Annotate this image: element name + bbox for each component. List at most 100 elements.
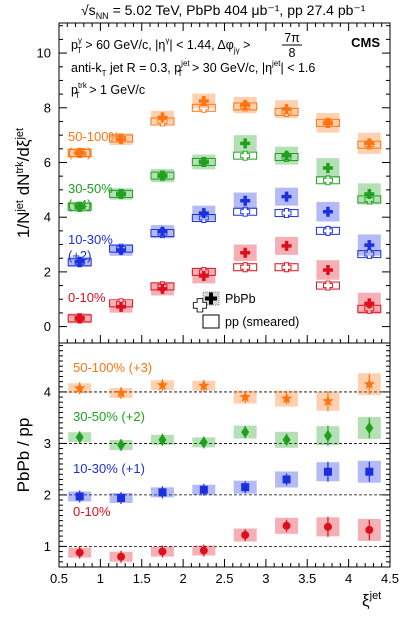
ratio-marker: [282, 433, 291, 446]
legend-pp-label: pp (smeared): [225, 315, 299, 329]
ratio-marker: [365, 525, 374, 534]
ratio-marker: [158, 433, 167, 446]
ratio-marker: [323, 522, 332, 531]
top-series-label: 30-50%: [68, 181, 113, 196]
bottom-panel-frame: [58, 342, 391, 568]
pp-marker: [322, 280, 333, 291]
bottom-y-tick-label: 4: [44, 384, 51, 399]
ratio-marker: [323, 429, 332, 442]
bottom-series-label: 30-50% (+2): [73, 409, 145, 424]
ratio-marker: [158, 547, 167, 556]
x-tick-label: 2: [180, 571, 187, 586]
pbpb-marker: [157, 112, 168, 123]
ratio-marker: [199, 436, 208, 449]
pp-marker: [364, 303, 375, 314]
ratio-marker: [115, 386, 127, 398]
x-axis-title: ξjet: [362, 590, 381, 610]
pbpb-marker: [116, 245, 127, 256]
pbpb-marker: [364, 188, 375, 199]
pbpb-marker: [240, 195, 251, 206]
x-tick-label: 0.5: [50, 571, 68, 586]
pbpb-marker: [240, 100, 251, 111]
legend-pbpb-marker: [205, 292, 217, 305]
photon-cut-frac-num: 7π: [284, 31, 300, 45]
photon-cut-frac-den: 8: [289, 46, 296, 60]
pp-marker: [281, 262, 292, 273]
ratio-marker: [322, 395, 334, 407]
ratio-marker: [241, 531, 250, 540]
ratio-marker: [117, 438, 126, 451]
bottom-y-tick-label: 3: [44, 436, 51, 451]
pbpb-marker: [240, 247, 251, 258]
top-series-label: 10-30%: [68, 232, 113, 247]
pbpb-marker: [240, 138, 251, 149]
legend: PbPb pp (smeared): [192, 291, 299, 329]
track-cut-text: ptrk T > 1 GeV/c: [71, 81, 145, 100]
top-y-tick-label: 10: [37, 46, 51, 61]
ratio-marker: [282, 475, 291, 484]
pp-marker: [322, 175, 333, 186]
ratio-marker: [365, 467, 374, 476]
ratio-marker: [117, 493, 126, 502]
bottom-y-axis-title: PbPb / pp: [14, 418, 33, 493]
pp-marker: [240, 150, 251, 161]
ratio-marker: [199, 546, 208, 555]
x-tick-label: 3.5: [298, 571, 316, 586]
bottom-series-label: 0-10%: [73, 504, 111, 519]
pbpb-marker: [322, 162, 333, 173]
ratio-marker: [75, 431, 84, 444]
x-tick-label: 2.5: [215, 571, 233, 586]
ratio-marker: [156, 379, 169, 391]
pbpb-marker: [281, 240, 292, 251]
top-series-offset: (+6): [68, 145, 91, 160]
pp-marker: [364, 249, 375, 260]
ratio-marker: [75, 492, 84, 501]
top-y-tick-label: 8: [44, 100, 51, 115]
legend-pp-marker: [192, 298, 208, 313]
top-series-offset: (+2): [68, 248, 91, 263]
top-y-tick-label: 2: [44, 264, 51, 279]
top-panel-data: [67, 93, 382, 324]
pp-marker: [281, 208, 292, 219]
bottom-y-tick-label: 2: [44, 487, 51, 502]
pbpb-marker: [364, 240, 375, 251]
pbpb-marker: [157, 170, 168, 181]
pbpb-marker: [281, 104, 292, 115]
ratio-marker: [363, 378, 376, 390]
bottom-y-tick-label: 1: [44, 539, 51, 554]
ratio-marker: [241, 426, 250, 439]
pbpb-marker: [116, 301, 127, 312]
ratio-marker: [198, 379, 210, 391]
pbpb-marker: [322, 206, 333, 217]
x-tick-label: 1: [97, 571, 104, 586]
ratio-marker: [158, 488, 167, 497]
pbpb-marker: [281, 150, 292, 161]
ratio-marker: [280, 392, 293, 404]
pp-marker: [322, 225, 333, 236]
pbpb-marker: [116, 188, 127, 199]
pbpb-marker: [116, 134, 127, 145]
top-y-tick-label: 4: [44, 210, 51, 225]
legend-pp-swatch: [202, 314, 220, 329]
bottom-panel-data: [68, 373, 381, 563]
series-labels: 0-10% 10-30%(+2) 30-50%(+4) 50-100%(+6) 0-10…: [68, 129, 152, 519]
pbpb-marker: [198, 156, 209, 167]
pbpb-marker: [74, 201, 85, 212]
jet-cut-text: anti-kT jet R = 0.3, pjet T > 30 GeV/c, |…: [71, 59, 315, 78]
pbpb-marker: [198, 208, 209, 219]
pbpb-marker: [74, 147, 85, 158]
x-tick-label: 1.5: [133, 571, 151, 586]
ratio-marker: [117, 552, 126, 561]
pp-marker: [198, 102, 209, 113]
bottom-series-label: 50-100% (+3): [73, 360, 152, 375]
pbpb-marker: [74, 256, 85, 267]
pbpb-marker: [364, 138, 375, 149]
photon-cut-text: pγ T > 60 GeV/c, |ηγ| < 1.44, Δφjγ >: [71, 36, 250, 55]
cms-label: CMS: [351, 35, 380, 50]
ratio-marker: [323, 467, 332, 476]
ratio-marker: [241, 483, 250, 492]
pbpb-marker: [198, 270, 209, 281]
ratio-marker: [73, 382, 86, 394]
bottom-panel-ticks: 0.5 1 1.5 2 2.5 3 3.5 4 4.5 1 2 3 4: [44, 345, 399, 586]
